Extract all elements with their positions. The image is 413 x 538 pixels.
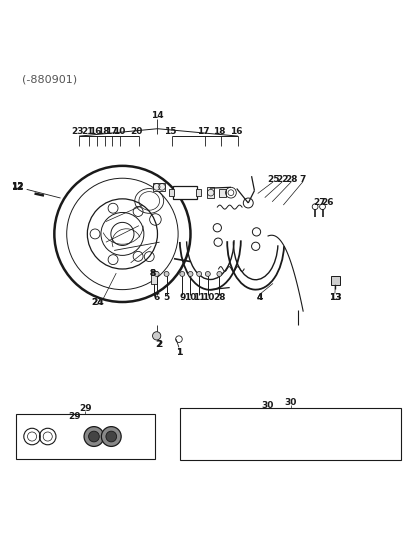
Text: 17: 17 [104,126,117,136]
Bar [219,188,225,197]
Text: 12: 12 [11,183,24,192]
Text: 1: 1 [176,348,182,357]
Text: 9: 9 [179,293,185,302]
Text: 21: 21 [81,126,93,136]
Circle shape [152,332,160,340]
Text: 12: 12 [11,182,24,191]
Text: 7: 7 [299,174,305,183]
Text: 28: 28 [284,174,297,183]
Text: 11: 11 [192,293,205,302]
Text: 26: 26 [321,197,333,207]
Circle shape [88,431,99,442]
Text: 10: 10 [184,293,196,302]
Text: 5: 5 [163,293,169,302]
Text: 13: 13 [328,293,340,302]
Bar [206,187,214,198]
Text: 1: 1 [176,348,182,357]
Text: 24: 24 [91,298,104,307]
Circle shape [179,272,184,277]
Text: 13: 13 [328,293,340,302]
Bar [16,414,154,459]
Text: 12: 12 [11,182,24,191]
Circle shape [43,432,52,441]
Text: 16: 16 [89,126,102,136]
Text: 29: 29 [68,412,80,421]
Text: 30: 30 [261,401,273,409]
Circle shape [216,272,221,277]
Text: 27: 27 [312,197,325,207]
Text: 22: 22 [275,174,287,183]
Text: 8: 8 [149,270,155,279]
Bar [173,187,197,199]
Text: 6: 6 [153,293,159,302]
Text: 28: 28 [213,293,225,302]
Text: 29: 29 [79,404,91,413]
Text: 15: 15 [163,126,176,136]
Text: 4: 4 [256,293,262,302]
Text: 30: 30 [284,398,296,407]
Text: 18: 18 [97,126,109,136]
Text: 24: 24 [91,298,104,307]
Bar [196,189,201,196]
Circle shape [101,427,121,447]
Circle shape [27,432,36,441]
Text: 4: 4 [256,293,262,302]
Circle shape [106,431,116,442]
Text: 10: 10 [113,126,125,136]
Circle shape [84,427,104,447]
Text: 18: 18 [213,126,225,136]
Bar [180,408,400,459]
Circle shape [205,272,210,277]
Text: 8: 8 [149,268,155,278]
Text: 10: 10 [201,293,214,302]
Text: 25: 25 [266,174,279,183]
Text: 20: 20 [130,126,142,136]
Text: 23: 23 [71,126,84,136]
Text: 2: 2 [155,341,161,349]
Bar [153,183,164,190]
Text: 2: 2 [156,341,162,349]
Bar [151,272,157,284]
Text: 16: 16 [229,126,242,136]
Circle shape [164,272,169,277]
Text: 17: 17 [196,126,209,136]
Text: 14: 14 [151,111,164,120]
Bar [330,277,339,285]
Circle shape [154,272,159,277]
Bar [169,189,173,196]
Text: (-880901): (-880901) [22,74,77,84]
Circle shape [188,272,192,277]
Circle shape [196,272,201,277]
